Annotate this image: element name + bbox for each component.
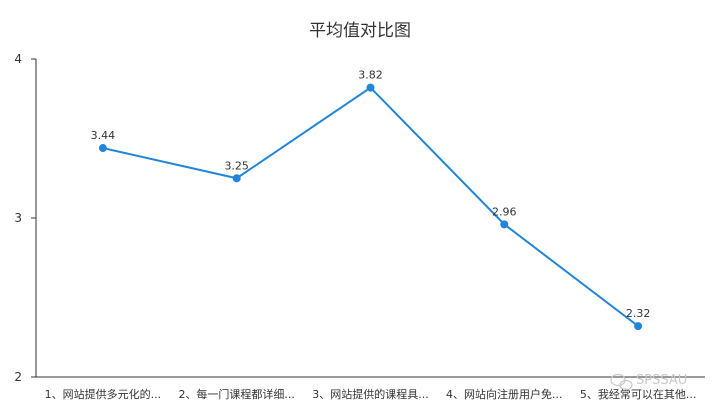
data-label: 3.82 <box>358 69 383 82</box>
watermark-text: SPSSAU <box>636 373 687 388</box>
data-point <box>500 220 509 229</box>
series-line <box>102 86 639 327</box>
wechat-icon <box>610 373 633 391</box>
x-category-label: 2、每一门课程都详细... <box>178 387 295 401</box>
y-tick-label: 4 <box>14 52 22 66</box>
x-axis-categories: 1、网站提供多元化的... 2、每一门课程都详细... 3、网站提供的课程具... 4… <box>45 387 697 401</box>
y-axis-ticks: 4 3 2 <box>14 52 36 384</box>
data-label: 2.96 <box>492 205 517 218</box>
data-point <box>634 322 643 331</box>
data-point <box>232 174 241 183</box>
x-category-label: 1、网站提供多元化的... <box>45 387 162 401</box>
chart-axes <box>35 59 705 378</box>
watermark: SPSSAU <box>610 373 687 391</box>
x-category-label: 3、网站提供的课程具... <box>312 387 429 401</box>
chart-title: 平均值对比图 <box>309 21 411 41</box>
y-tick-label: 2 <box>14 370 22 384</box>
data-label: 2.32 <box>626 307 651 320</box>
data-point <box>366 83 375 92</box>
data-label: 3.25 <box>224 159 249 172</box>
data-point <box>98 144 107 153</box>
data-label: 3.44 <box>91 129 116 142</box>
series-layer: 3.44 3.25 3.82 2.96 2.32 <box>91 69 651 331</box>
y-tick-label: 3 <box>14 211 22 225</box>
x-category-label: 4、网站向注册用户免... <box>446 387 563 401</box>
x-category-label: 5、我经常可以在其他... <box>580 388 697 401</box>
